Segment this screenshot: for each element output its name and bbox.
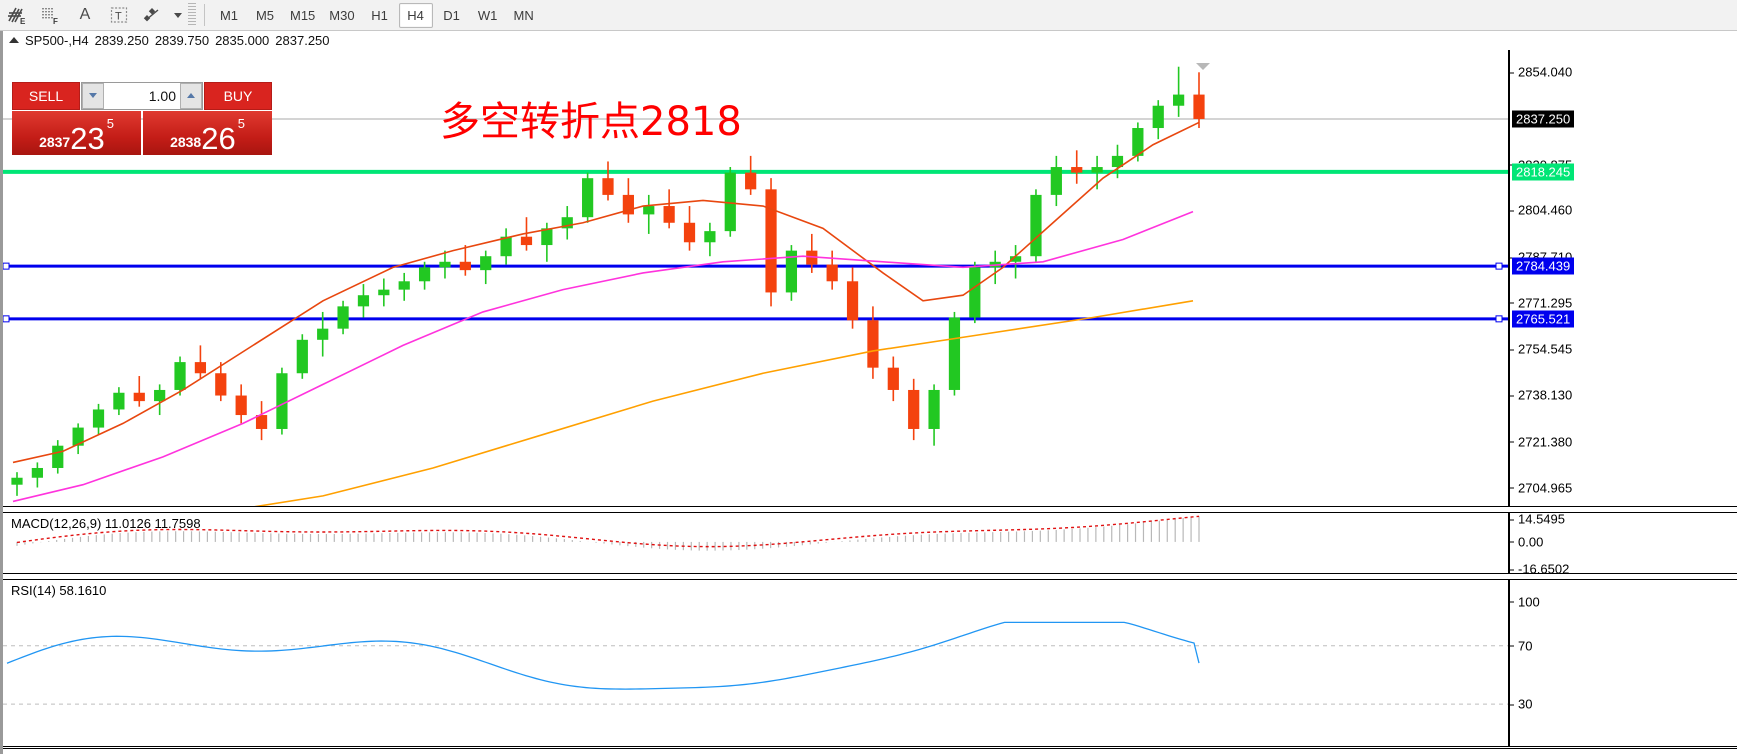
trade-panel-prices: 2837 23 5 2838 26 5 — [12, 110, 272, 156]
sell-price-sup: 5 — [106, 115, 114, 131]
price-chip-horizontal-line: 2784.439 — [1512, 257, 1575, 275]
scroll-position-marker-icon[interactable] — [1196, 63, 1210, 70]
timeframe-button-w1[interactable]: W1 — [477, 7, 498, 23]
chevron-down-icon — [89, 93, 97, 99]
price-chip-horizontal-line: 2818.245 — [1512, 163, 1575, 181]
rsi-tick: 70 — [1509, 638, 1533, 654]
price-tick: 2738.130 — [1509, 387, 1573, 403]
rsi-label: RSI(14) 58.1610 — [11, 583, 107, 598]
grid-icon[interactable]: F — [34, 1, 68, 30]
objects-icon[interactable] — [136, 1, 170, 30]
moving-average-red — [12, 121, 1200, 464]
moving-average-orange — [254, 300, 1194, 506]
price-tick: 2771.295 — [1509, 295, 1573, 311]
timeframe-group: M1 M5 M15 M30 H1 H4 D1 W1 MN — [211, 2, 542, 28]
sell-price-box[interactable]: 2837 23 5 — [12, 110, 141, 156]
timeframe-button-d1[interactable]: D1 — [443, 7, 460, 23]
objects-dropdown-caret-icon[interactable] — [170, 1, 186, 30]
collapse-triangle-icon[interactable] — [9, 37, 19, 43]
buy-price-sup: 5 — [237, 115, 245, 131]
moving-average-magenta — [12, 210, 1194, 503]
rsi-tick: 100 — [1510, 594, 1540, 610]
sell-button[interactable]: SELL — [12, 82, 80, 110]
text-label-icon[interactable]: A — [79, 6, 91, 23]
timeframe-button-h1[interactable]: H1 — [371, 7, 388, 23]
time-axis[interactable]: 11 Feb 201913 Feb 12:0015 Feb 12:0019 Fe… — [3, 748, 1737, 754]
buy-price-main: 26 — [201, 121, 236, 156]
macd-signal-line — [16, 515, 1200, 548]
price-axis[interactable]: 2854.0402820.8752804.4602787.7102771.295… — [1508, 50, 1737, 506]
volume-input-group[interactable]: 1.00 — [81, 82, 203, 110]
rsi-plot-area[interactable] — [3, 580, 1508, 746]
macd-tick: 14.5495 — [1510, 512, 1565, 527]
volume-input[interactable]: 1.00 — [148, 87, 176, 104]
trade-panel-header: SELL 1.00 BUY — [12, 82, 272, 110]
price-chip-horizontal-line: 2765.521 — [1512, 310, 1575, 328]
macd-plot-area[interactable] — [3, 513, 1508, 573]
buy-button[interactable]: BUY — [204, 82, 272, 110]
macd-svg — [16, 515, 1200, 551]
chart-annotation-text[interactable]: 多空转折点2818 — [440, 99, 742, 145]
volume-decrement-button[interactable] — [82, 83, 104, 109]
volume-increment-button[interactable] — [180, 83, 202, 109]
svg-text:E: E — [20, 17, 26, 25]
rsi-svg — [3, 621, 1508, 705]
indicators-icon[interactable]: E — [0, 1, 34, 30]
ohlc-low: 2835.000 — [215, 32, 270, 48]
ohlc-high: 2839.750 — [154, 32, 210, 48]
ohlc-open: 2839.250 — [94, 32, 149, 48]
line-anchor-handle[interactable] — [3, 315, 10, 323]
price-tick: 2704.965 — [1509, 480, 1573, 496]
timeframe-button-m1[interactable]: M1 — [219, 7, 239, 23]
rsi-tick: 30 — [1509, 696, 1533, 712]
chevron-up-icon — [187, 93, 195, 99]
price-tick: 2804.460 — [1509, 202, 1573, 218]
timeframe-button-mn[interactable]: MN — [513, 7, 534, 23]
price-pane: 2854.0402820.8752804.4602787.7102771.295… — [3, 50, 1737, 507]
chart-window: SP500-,H4 2839.250 2839.750 2835.000 283… — [0, 31, 1737, 754]
line-anchor-handle[interactable] — [1495, 315, 1503, 323]
macd-axis: 14.5495 0.00 -16.6502 — [1508, 513, 1737, 573]
macd-tick: -16.6502 — [1509, 562, 1569, 573]
buy-price-box[interactable]: 2838 26 5 — [143, 110, 272, 156]
price-chip-last-price: 2837.250 — [1512, 110, 1575, 128]
line-anchor-handle[interactable] — [1495, 262, 1503, 270]
macd-tick: 0.00 — [1509, 534, 1544, 550]
macd-label: MACD(12,26,9) 11.0126 11.7598 — [11, 516, 201, 531]
candle-series — [11, 66, 1205, 496]
timeframe-button-m5[interactable]: M5 — [255, 7, 275, 23]
price-tick: 2721.380 — [1509, 434, 1573, 450]
main-toolbar: E F A — [0, 0, 1737, 31]
toolbar-drag-handle[interactable] — [188, 3, 196, 27]
symbol-ohlc-bar: SP500-,H4 2839.250 2839.750 2835.000 283… — [3, 31, 1737, 49]
price-tick: 2854.040 — [1509, 64, 1573, 80]
line-anchor-handle[interactable] — [3, 262, 10, 270]
rsi-pane: RSI(14) 58.1610 100 70 30 — [3, 579, 1737, 747]
timeframe-button-m30[interactable]: M30 — [329, 7, 355, 23]
svg-text:T: T — [115, 11, 122, 23]
macd-pane: MACD(12,26,9) 11.0126 11.7598 14.5495 0.0… — [3, 512, 1737, 574]
buy-price-prefix: 2838 — [170, 134, 202, 150]
timeframe-button-h4[interactable]: H4 — [398, 2, 433, 28]
rsi-axis: 100 70 30 — [1508, 580, 1737, 746]
svg-text:F: F — [53, 17, 58, 25]
toolbar-separator — [204, 4, 205, 26]
price-tick: 2754.545 — [1509, 341, 1573, 357]
rsi-line — [6, 621, 1200, 690]
ohlc-close: 2837.250 — [275, 32, 330, 48]
text-box-icon[interactable]: T — [102, 1, 136, 30]
sell-price-main: 23 — [70, 121, 105, 156]
timeframe-button-m15[interactable]: M15 — [290, 7, 316, 23]
symbol-label: SP500-,H4 — [25, 32, 89, 48]
sell-price-prefix: 2837 — [39, 134, 71, 150]
one-click-trading-panel: SELL 1.00 BUY 2837 23 5 2838 26 5 — [12, 82, 272, 155]
